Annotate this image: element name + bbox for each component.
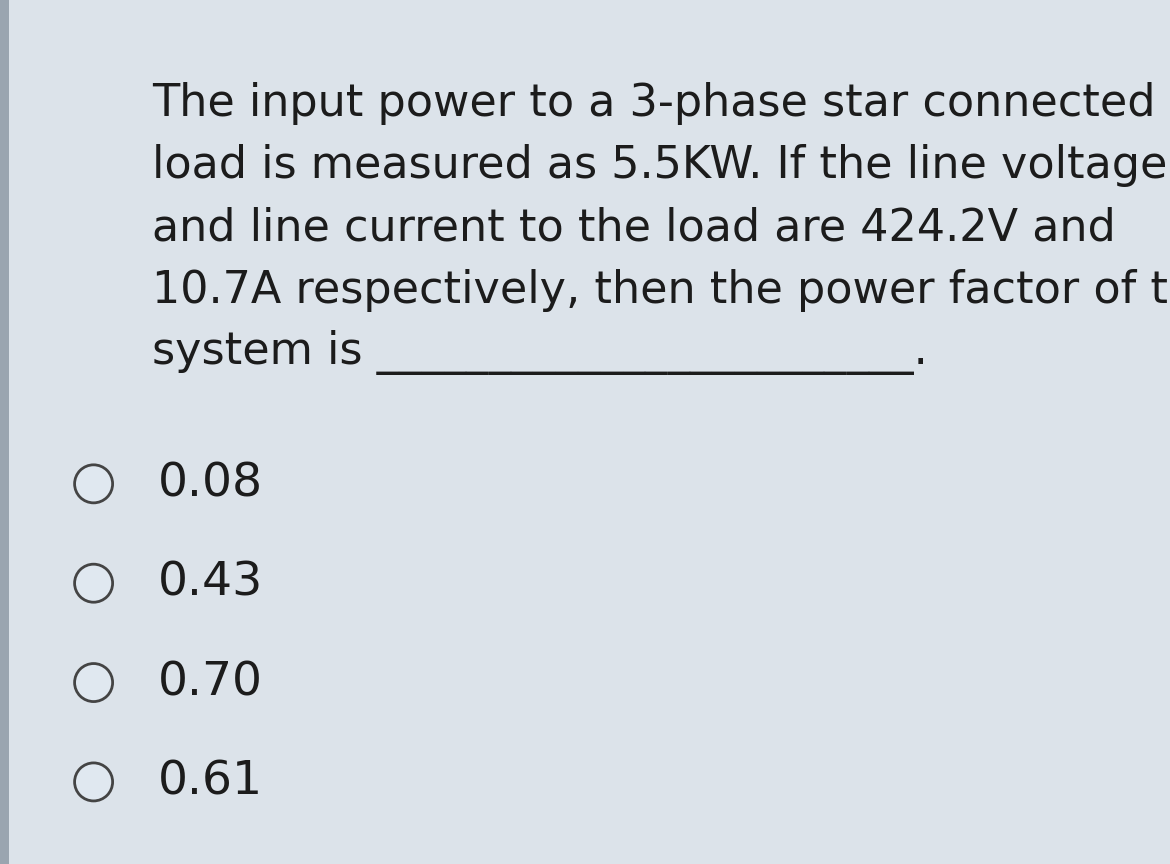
Ellipse shape (75, 664, 112, 702)
Text: and line current to the load are 424.2V and: and line current to the load are 424.2V … (152, 206, 1116, 250)
Ellipse shape (75, 763, 112, 801)
Bar (0, 0, 9, 864)
Text: system is ________________________.: system is ________________________. (152, 330, 928, 375)
Text: 0.08: 0.08 (158, 461, 263, 506)
Text: 10.7A respectively, then the power factor of the: 10.7A respectively, then the power facto… (152, 269, 1170, 312)
Ellipse shape (75, 465, 112, 503)
Text: The input power to a 3-phase star connected: The input power to a 3-phase star connec… (152, 82, 1156, 125)
Text: 0.43: 0.43 (158, 561, 263, 606)
Ellipse shape (75, 564, 112, 602)
Text: 0.70: 0.70 (158, 660, 263, 705)
Text: 0.61: 0.61 (158, 759, 263, 804)
Text: load is measured as 5.5KW. If the line voltage: load is measured as 5.5KW. If the line v… (152, 144, 1168, 187)
